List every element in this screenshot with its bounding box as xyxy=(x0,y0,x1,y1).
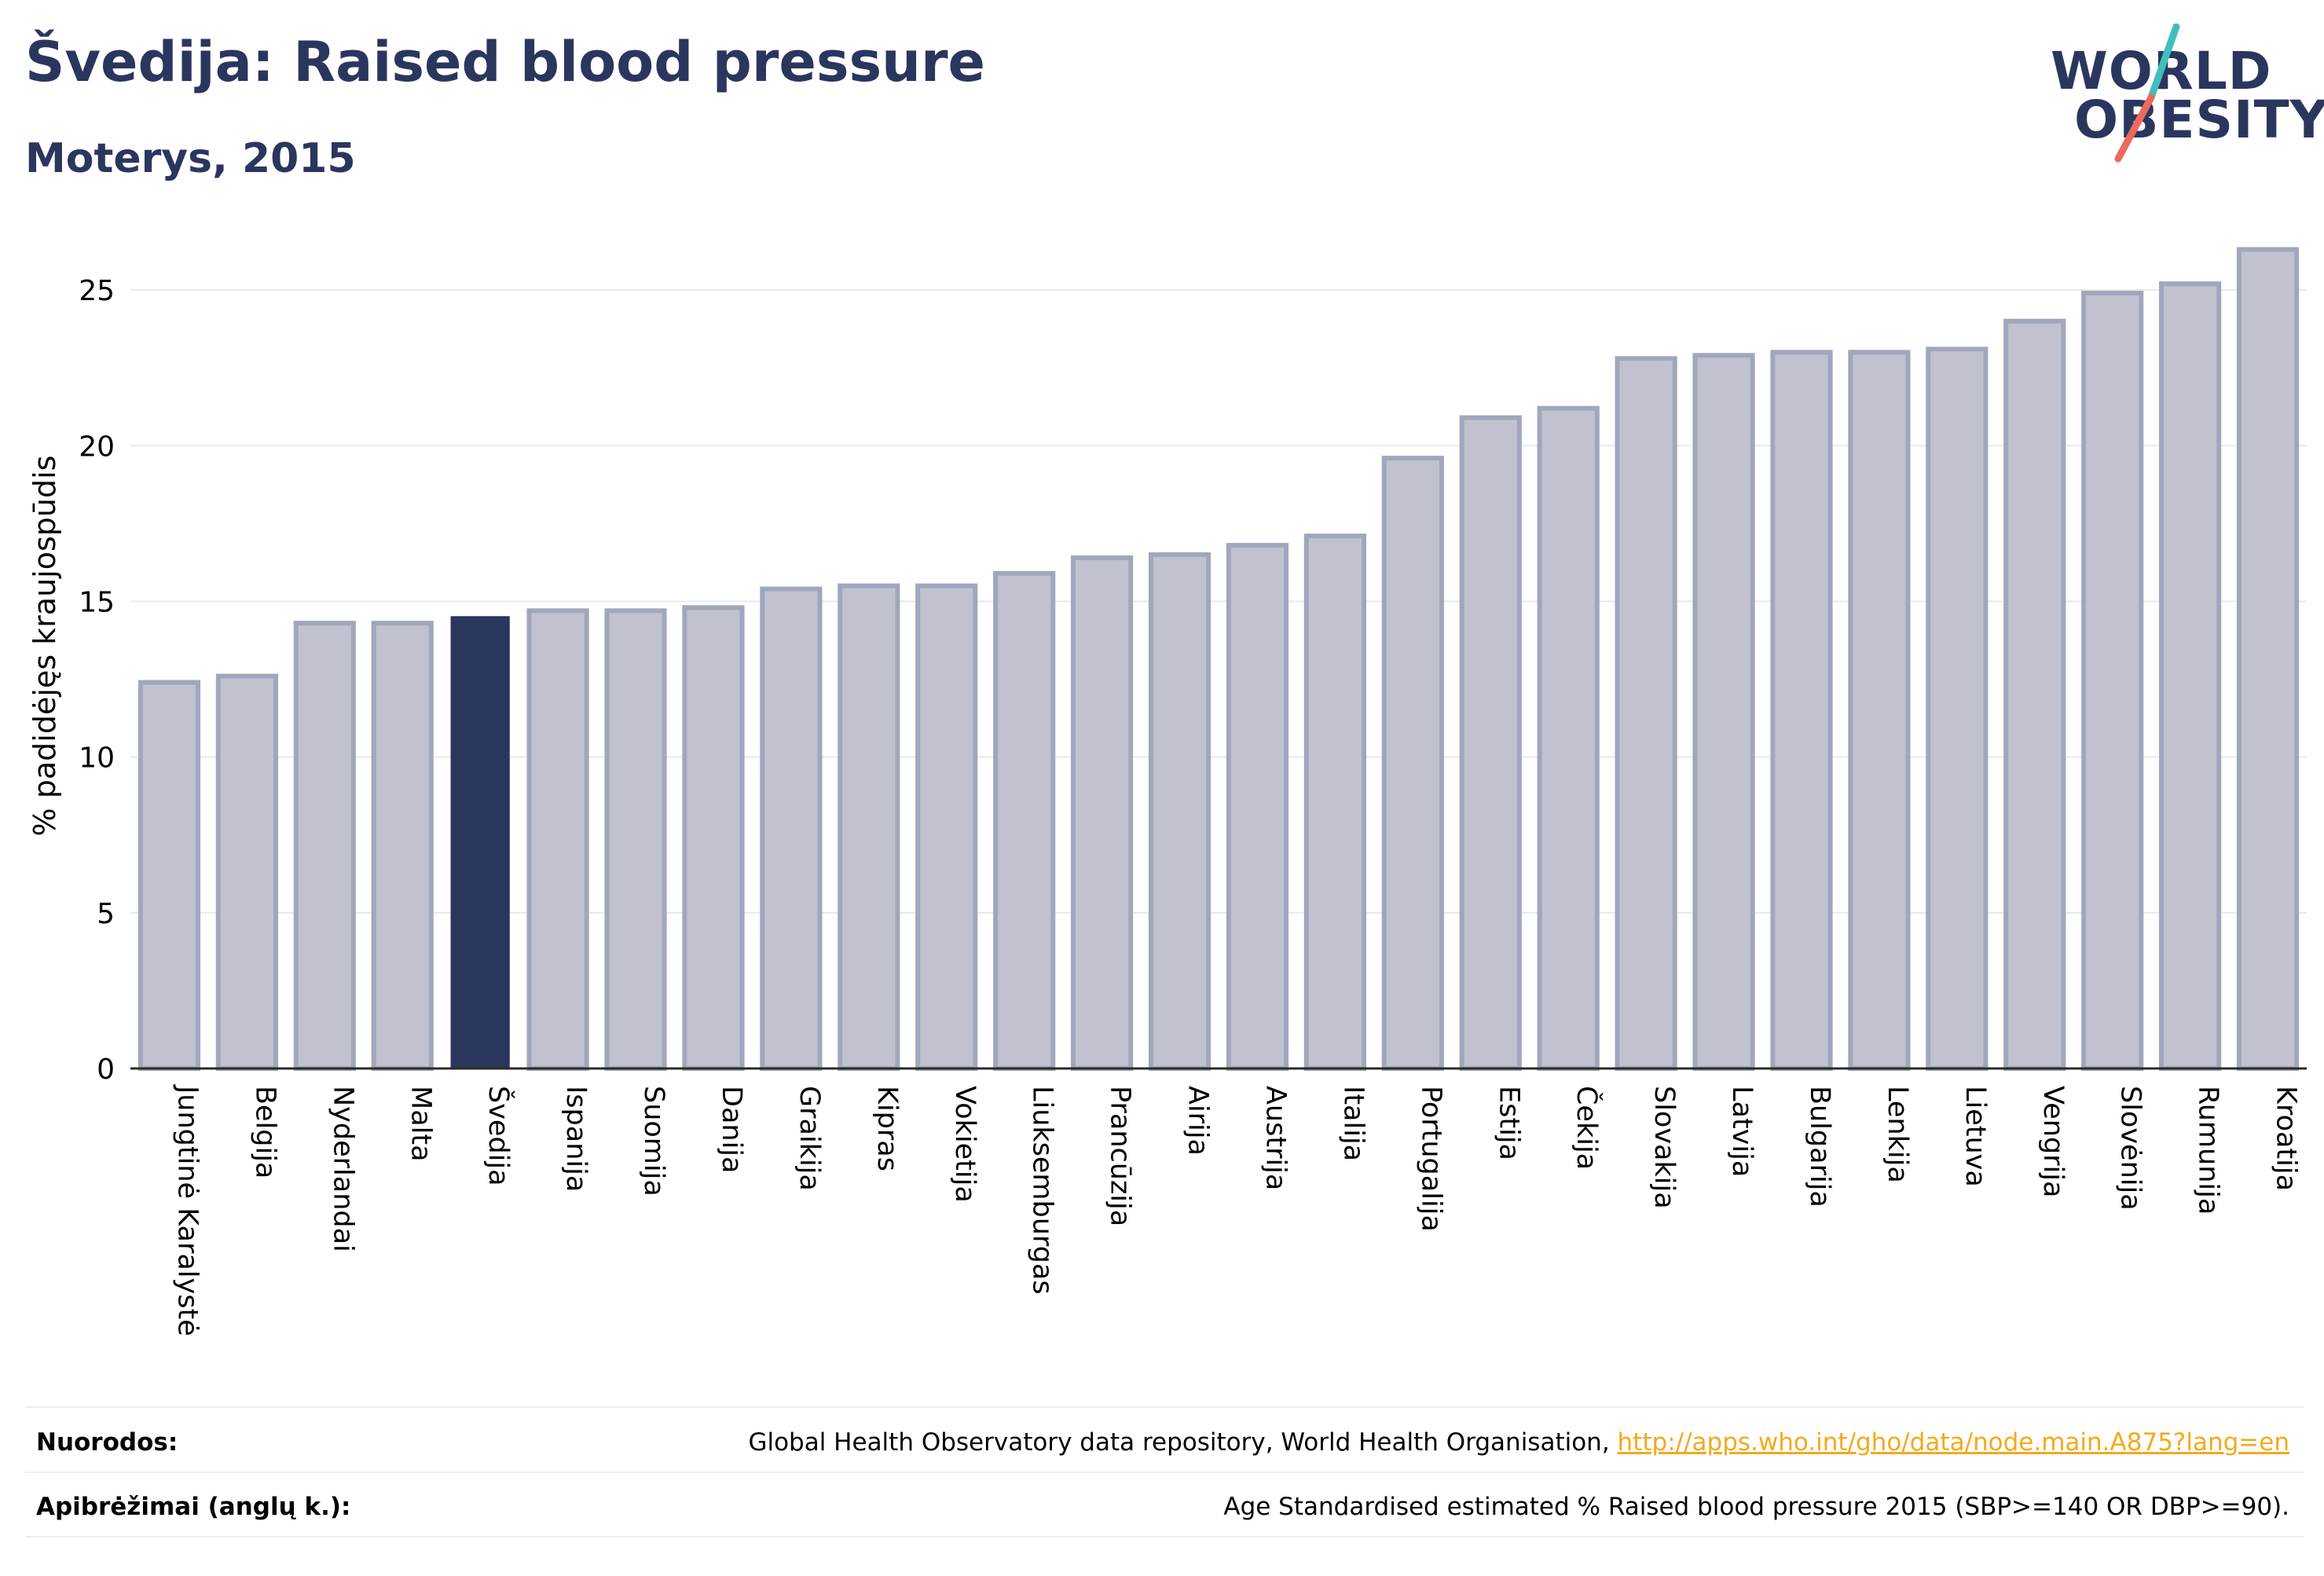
bar xyxy=(137,680,201,1071)
y-tick-label: 25 xyxy=(79,275,115,307)
x-tick-label: Suomija xyxy=(638,1086,669,1197)
chart-title: Švedija: Raised blood pressure xyxy=(25,30,985,94)
footer-divider-bottom xyxy=(25,1536,2304,1538)
x-tick-label: Švedija xyxy=(482,1086,515,1186)
x-tick-label: Portugalija xyxy=(1415,1086,1446,1232)
y-tick-label: 10 xyxy=(79,742,115,775)
bar xyxy=(1615,356,1677,1072)
bar xyxy=(215,673,278,1072)
bar xyxy=(2003,318,2066,1071)
logo-text-obesity: OBESITY xyxy=(2074,90,2324,150)
y-tick-label: 0 xyxy=(97,1054,115,1086)
definitions-value: Age Standardised estimated % Raised bloo… xyxy=(1223,1493,2289,1521)
x-tick-label: Slovėnija xyxy=(2115,1086,2146,1211)
x-tick-label: Lenkija xyxy=(1882,1086,1913,1183)
x-tick-label: Vokietija xyxy=(949,1086,981,1203)
bar xyxy=(760,586,823,1071)
bar xyxy=(450,616,510,1069)
x-tick-label: Danija xyxy=(716,1086,747,1173)
bar xyxy=(1926,346,1989,1071)
bars xyxy=(137,247,2300,1072)
x-tick-label: Kroatija xyxy=(2271,1086,2302,1191)
x-tick-label: Latvija xyxy=(1726,1086,1758,1177)
bar xyxy=(1537,405,1600,1071)
x-tick-label: Austrija xyxy=(1259,1086,1291,1190)
x-tick-label: Lietuva xyxy=(1959,1086,1991,1187)
bar xyxy=(2236,247,2300,1072)
footer-divider-top xyxy=(25,1406,2304,1408)
x-tick-label: Graikija xyxy=(794,1086,825,1191)
x-tick-label: Čekija xyxy=(1571,1086,1604,1170)
bar xyxy=(1381,456,1444,1071)
x-tick-label: Kipras xyxy=(871,1086,903,1171)
x-tick-label: Nyderlandai xyxy=(327,1086,358,1252)
bar xyxy=(1770,350,1833,1071)
bar xyxy=(1226,543,1289,1071)
x-tick-label: Liuksemburgas xyxy=(1027,1086,1058,1295)
bar xyxy=(1148,552,1211,1071)
definitions-label: Apibrėžimai (anglų k.): xyxy=(36,1493,351,1521)
x-tick-label: Airija xyxy=(1182,1086,1214,1156)
x-tick-label: Malta xyxy=(405,1086,436,1162)
bar xyxy=(526,608,589,1071)
bar xyxy=(915,583,978,1071)
bar xyxy=(2081,291,2144,1071)
sources-text: Global Health Observatory data repositor… xyxy=(748,1428,1618,1457)
bar xyxy=(1303,533,1366,1071)
bar xyxy=(993,570,1056,1071)
logo-slash-icon xyxy=(2114,24,2180,163)
bar xyxy=(1071,555,1134,1071)
x-tick-label: Prancūzija xyxy=(1105,1086,1136,1226)
x-tick-label: Slovakija xyxy=(1648,1086,1680,1209)
x-tick-label: Rumunija xyxy=(2193,1086,2224,1215)
sources-value: Global Health Observatory data repositor… xyxy=(748,1428,2289,1457)
bar xyxy=(1848,350,1911,1071)
bar xyxy=(682,605,745,1071)
x-tick-label: Vengrija xyxy=(2037,1086,2069,1197)
y-tick-label: 15 xyxy=(79,586,115,618)
footer-divider-middle xyxy=(25,1472,2304,1473)
axes: 0 5 10 15 20 25 Jungtinė Karalystė Belgija Nyder… xyxy=(79,275,2307,1336)
bar xyxy=(1459,415,1522,1071)
chart-subtitle: Moterys, 2015 xyxy=(25,135,356,182)
y-tick-label: 20 xyxy=(79,431,115,463)
x-tick-label: Ispanija xyxy=(560,1086,592,1192)
x-tick-label: Estija xyxy=(1493,1086,1524,1160)
bar xyxy=(1692,353,1755,1071)
sources-link[interactable]: http://apps.who.int/gho/data/node.main.A… xyxy=(1617,1428,2289,1457)
bar xyxy=(838,583,900,1071)
x-tick-label: Bulgarija xyxy=(1804,1086,1835,1208)
y-axis-label: % padidėjęs kraujospūdis xyxy=(27,456,62,837)
x-tick-label: Jungtinė Karalystė xyxy=(171,1084,203,1336)
world-obesity-logo: WORLD OBESITY xyxy=(2051,24,2324,165)
x-tick-label: Belgija xyxy=(249,1086,280,1178)
bar xyxy=(2159,281,2222,1071)
bar xyxy=(371,621,434,1071)
y-tick-label: 5 xyxy=(97,898,115,930)
bar xyxy=(293,621,356,1071)
bar-chart: 0 5 10 15 20 25 Jungtinė Karalystė Belgija Nyder… xyxy=(27,247,2307,1336)
bar xyxy=(604,608,667,1071)
x-tick-label: Italija xyxy=(1337,1086,1369,1161)
sources-label: Nuorodos: xyxy=(36,1428,178,1457)
